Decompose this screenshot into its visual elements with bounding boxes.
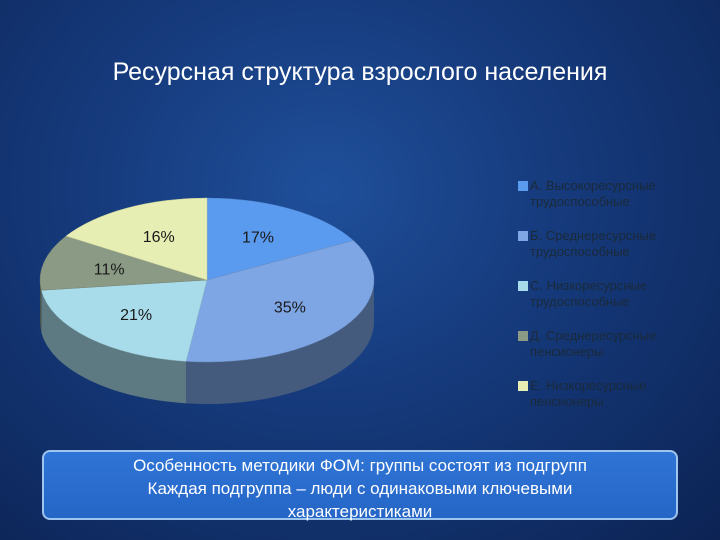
- legend-item-c: С. Низкоресурсные трудоспособные: [518, 278, 708, 310]
- legend-label: Б. Среднересурсные трудоспособные: [530, 228, 657, 259]
- legend-item-e: Е. Низкоресурсные пенсионеры: [518, 378, 708, 410]
- legend-label: Д. Среднересурсные пенсионеры: [530, 328, 657, 359]
- note-box: Особенность методики ФОМ: группы состоят…: [42, 450, 678, 521]
- note-line-2: Каждая подгруппа – люди с одинаковыми кл…: [147, 479, 573, 498]
- pie-slice-d: [39, 235, 208, 291]
- legend-swatch: [518, 331, 528, 341]
- pie-slice-e: [65, 197, 208, 281]
- pie-slice-b: [185, 240, 375, 363]
- note-line-3: характеристиками: [287, 502, 433, 521]
- pie-value-labels: 17% 35% 21% 11% 16%: [94, 229, 306, 324]
- pie-side-c: [41, 290, 187, 404]
- legend-label: А. Высокоресурсные трудоспособные: [530, 178, 656, 209]
- pie-side-b: [186, 280, 374, 404]
- legend-swatch: [518, 231, 528, 241]
- pie-value-label-d: 11%: [94, 261, 125, 278]
- pie-side-d: [40, 280, 42, 333]
- pie-value-label-e: 16%: [143, 229, 175, 246]
- legend-swatch: [518, 381, 528, 391]
- pie-value-label-b: 35%: [274, 300, 306, 317]
- chart-title: Ресурсная структура взрослого населения: [112, 58, 608, 86]
- legend-item-b: Б. Среднересурсные трудоспособные: [518, 228, 708, 260]
- note-line-1: Особенность методики ФОМ: группы состоят…: [133, 456, 587, 475]
- pie-slices: [39, 197, 375, 363]
- legend-item-a: А. Высокоресурсные трудоспособные: [518, 178, 708, 210]
- pie-value-label-c: 21%: [120, 307, 152, 324]
- legend-swatch: [518, 281, 528, 291]
- legend-label: С. Низкоресурсные трудоспособные: [530, 278, 648, 309]
- legend-swatch: [518, 181, 528, 191]
- legend-label: Е. Низкоресурсные пенсионеры: [530, 378, 647, 409]
- pie-sides: [40, 280, 374, 404]
- pie-value-label-a: 17%: [242, 230, 274, 247]
- legend-item-d: Д. Среднересурсные пенсионеры: [518, 328, 708, 360]
- pie-slice-c: [40, 279, 208, 362]
- pie-slice-a: [206, 197, 354, 281]
- legend: А. Высокоресурсные трудоспособные Б. Сред…: [518, 178, 708, 428]
